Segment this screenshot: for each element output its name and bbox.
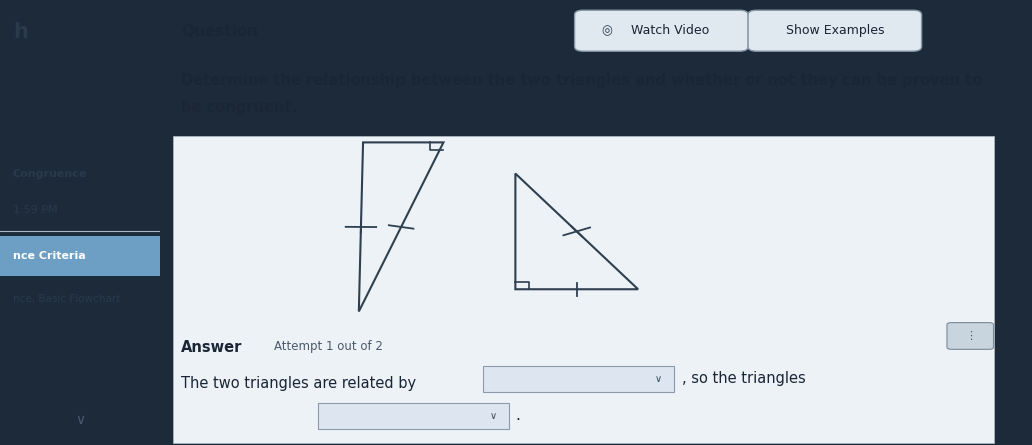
Text: Determine the relationship between the two triangles and whether or not they can: Determine the relationship between the t…: [182, 73, 982, 89]
FancyBboxPatch shape: [483, 366, 675, 392]
Text: ◎: ◎: [602, 24, 613, 37]
Text: Congruence: Congruence: [12, 169, 87, 179]
Text: ⋮: ⋮: [965, 331, 976, 341]
Text: ∨: ∨: [490, 411, 497, 421]
Text: h: h: [12, 22, 28, 42]
Text: Show Examples: Show Examples: [785, 24, 884, 37]
Text: ∨: ∨: [75, 413, 85, 427]
Text: be congruent.: be congruent.: [182, 100, 297, 115]
Text: ∨: ∨: [655, 374, 662, 384]
Text: Answer: Answer: [182, 340, 243, 356]
Text: Attempt 1 out of 2: Attempt 1 out of 2: [275, 340, 383, 353]
Text: .: .: [515, 408, 520, 423]
Text: nce, Basic Flowchart: nce, Basic Flowchart: [12, 294, 120, 303]
Text: , so the triangles: , so the triangles: [682, 371, 806, 386]
FancyBboxPatch shape: [748, 10, 922, 51]
FancyBboxPatch shape: [172, 136, 994, 443]
FancyBboxPatch shape: [0, 236, 160, 276]
Text: Question: Question: [182, 24, 258, 40]
Text: nce Criteria: nce Criteria: [12, 251, 86, 261]
FancyBboxPatch shape: [318, 403, 510, 429]
Text: The two triangles are related by: The two triangles are related by: [182, 376, 416, 391]
Text: 1:59 PM: 1:59 PM: [12, 205, 58, 214]
FancyBboxPatch shape: [947, 323, 994, 349]
Text: Watch Video: Watch Video: [631, 24, 709, 37]
FancyBboxPatch shape: [575, 10, 748, 51]
